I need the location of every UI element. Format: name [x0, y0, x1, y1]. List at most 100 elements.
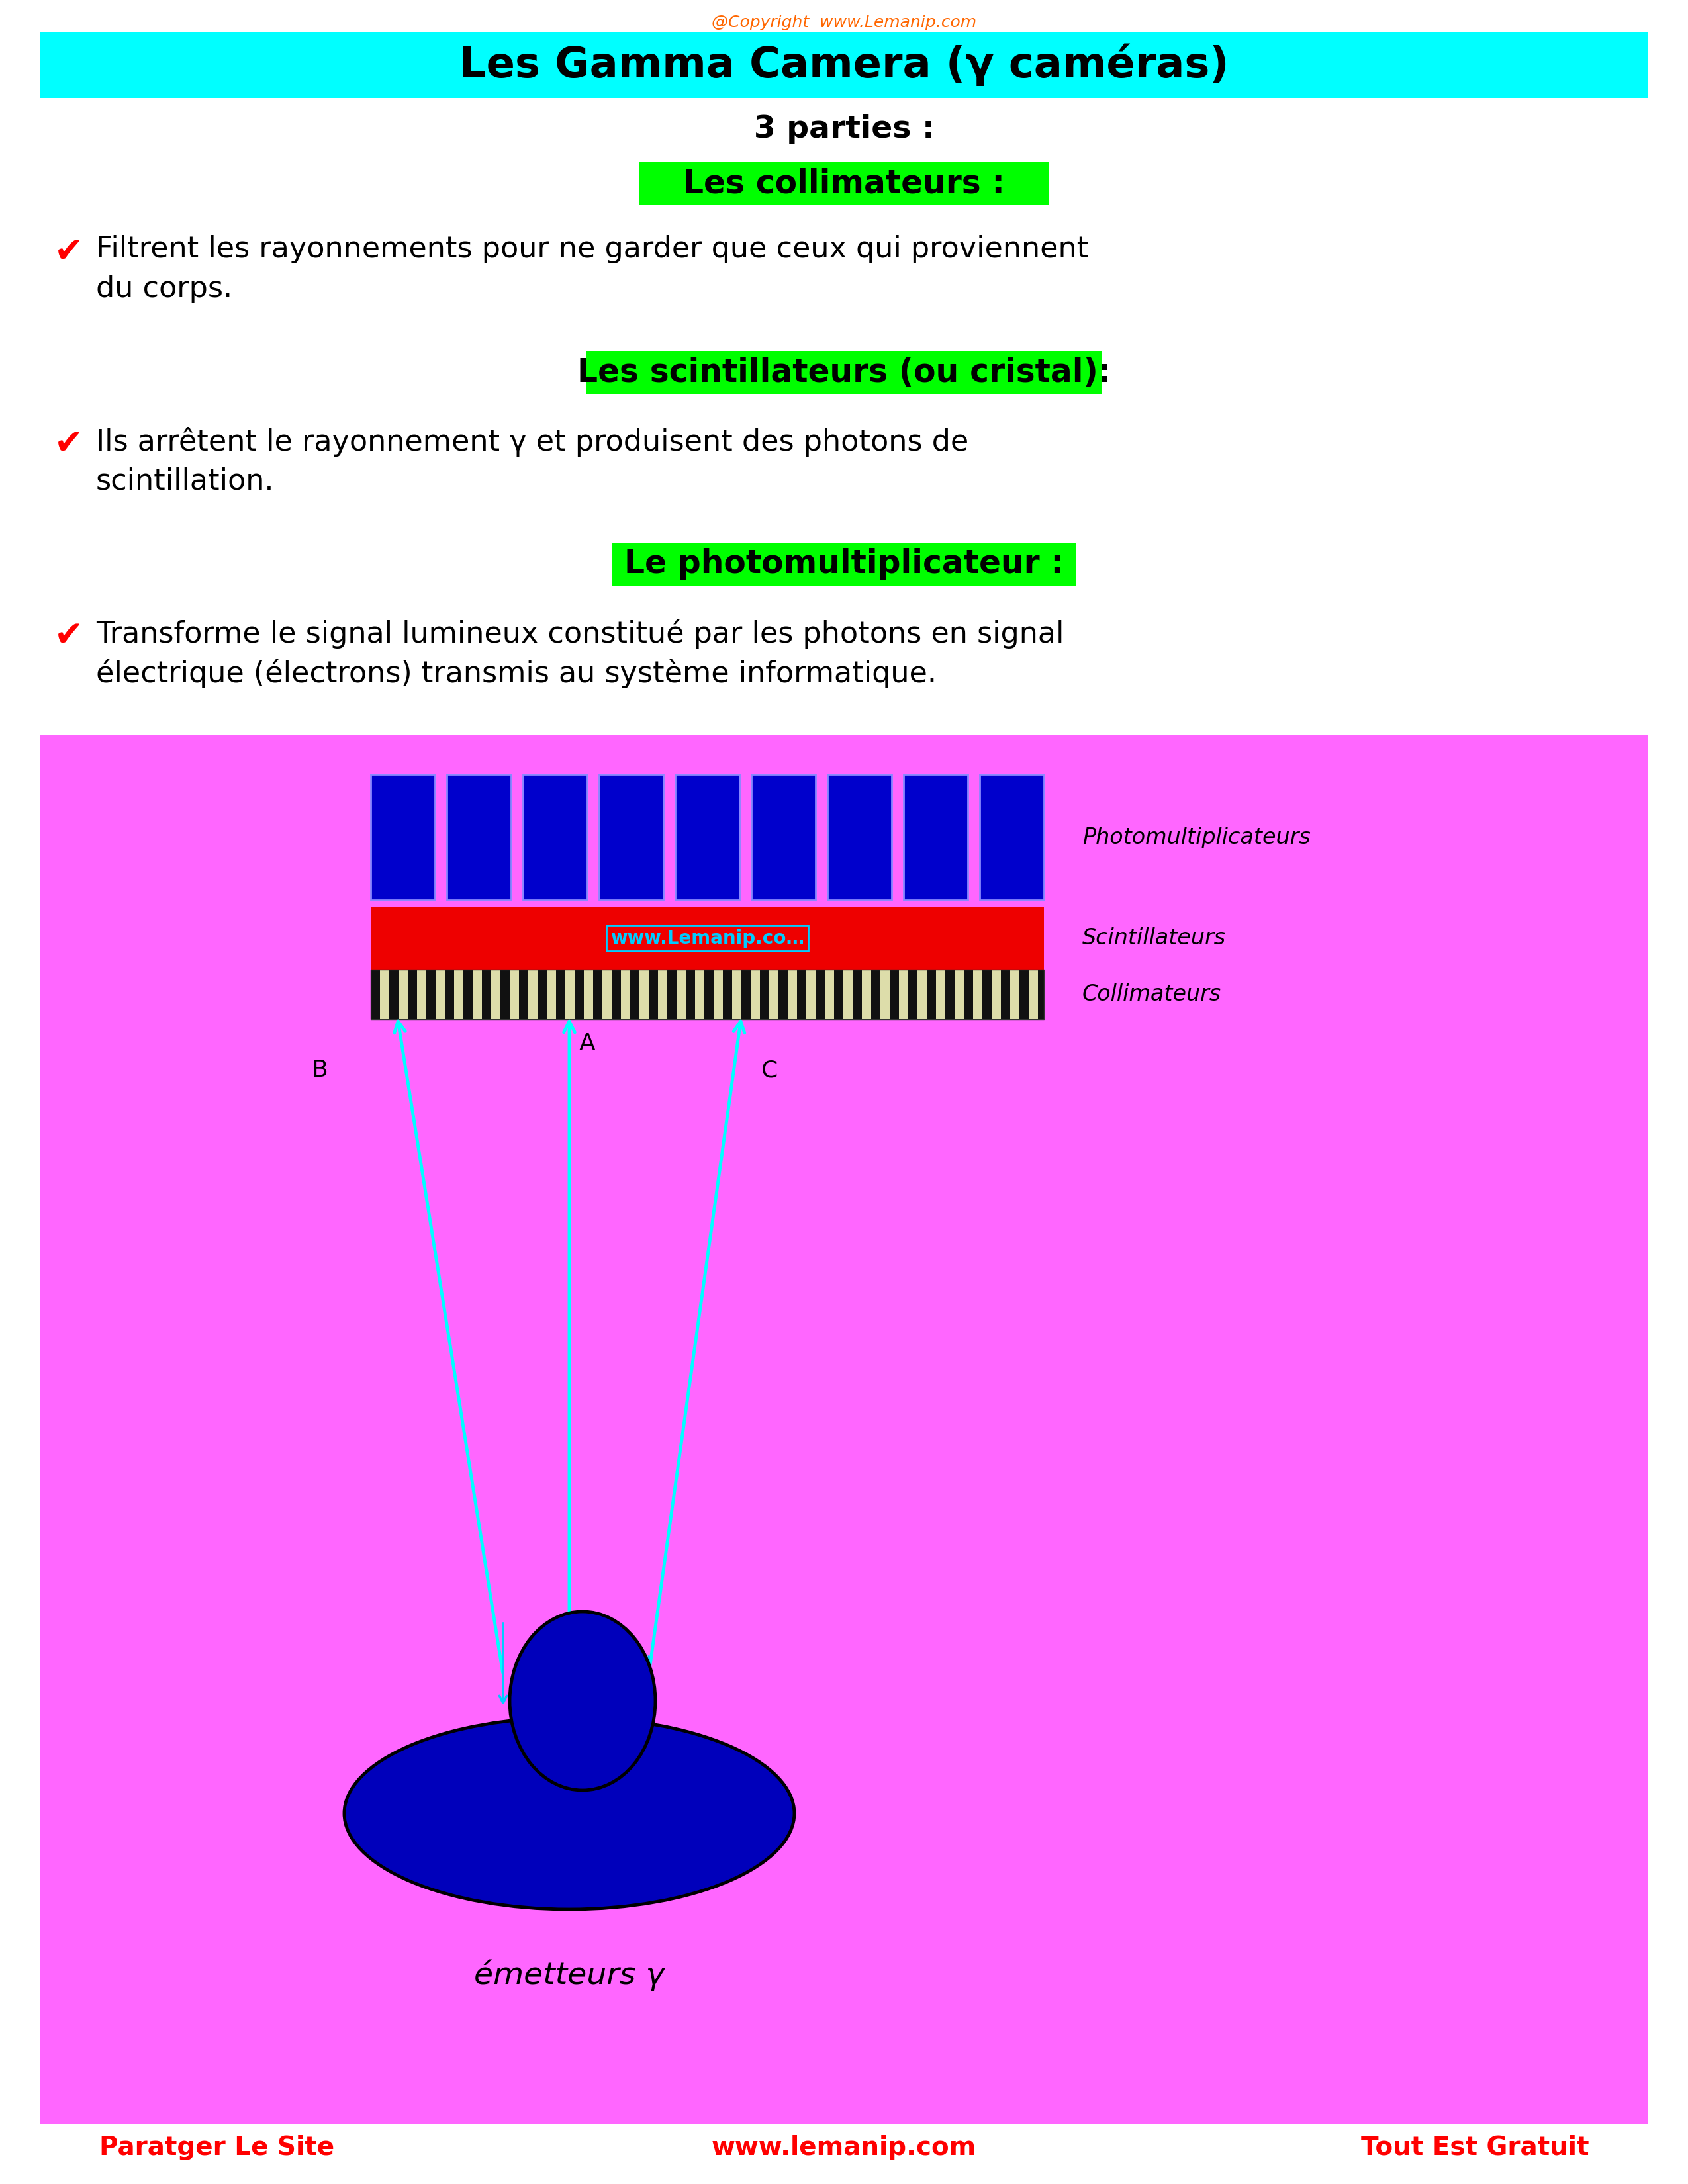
Text: Les Gamma Camera (γ caméras): Les Gamma Camera (γ caméras)	[459, 44, 1229, 85]
Bar	[760, 970, 770, 1020]
Text: Scintillateurs: Scintillateurs	[1082, 928, 1225, 950]
Text: ✔: ✔	[54, 236, 84, 269]
Text: Filtrent les rayonnements pour ne garder que ceux qui proviennent: Filtrent les rayonnements pour ne garder…	[96, 236, 1089, 264]
Bar	[695, 970, 704, 1020]
Bar	[778, 970, 788, 1020]
Bar	[770, 970, 778, 1020]
Bar	[586, 352, 1102, 393]
Bar	[565, 970, 574, 1020]
Bar	[982, 970, 991, 1020]
Bar	[481, 970, 491, 1020]
Bar	[473, 970, 481, 1020]
Bar	[446, 970, 454, 1020]
Bar	[510, 970, 518, 1020]
Bar	[1038, 970, 1043, 1020]
Bar	[827, 775, 891, 900]
Bar	[722, 970, 733, 1020]
Text: Les scintillateurs (ou cristal):: Les scintillateurs (ou cristal):	[577, 356, 1111, 389]
Bar	[834, 970, 844, 1020]
Text: www.lemanip.com: www.lemanip.com	[712, 2136, 976, 2160]
Bar	[964, 970, 972, 1020]
Bar	[41, 33, 1647, 98]
Bar	[371, 775, 436, 900]
Text: Tout Est Gratuit: Tout Est Gratuit	[1361, 2136, 1588, 2160]
Bar	[547, 970, 555, 1020]
Bar	[751, 970, 760, 1020]
Text: ✔: ✔	[54, 426, 84, 461]
Text: C: C	[761, 1059, 778, 1081]
Bar	[592, 970, 603, 1020]
Bar	[447, 775, 511, 900]
Bar	[398, 970, 408, 1020]
Bar	[751, 775, 815, 900]
Bar	[574, 970, 584, 1020]
Text: @Copyright  www.Lemanip.com: @Copyright www.Lemanip.com	[712, 15, 976, 31]
Bar	[945, 970, 954, 1020]
Bar	[603, 970, 611, 1020]
Bar	[621, 970, 630, 1020]
Bar	[1028, 970, 1038, 1020]
Text: Photomultiplicateurs: Photomultiplicateurs	[1082, 826, 1310, 847]
Bar	[852, 970, 863, 1020]
Bar	[584, 970, 592, 1020]
Bar	[741, 970, 751, 1020]
Bar	[685, 970, 695, 1020]
Bar	[937, 970, 945, 1020]
Bar	[500, 970, 510, 1020]
Bar	[611, 970, 621, 1020]
Bar	[638, 162, 1050, 205]
Bar	[1001, 970, 1009, 1020]
Text: du corps.: du corps.	[96, 275, 233, 304]
Text: Collimateurs: Collimateurs	[1082, 983, 1222, 1005]
Bar	[464, 970, 473, 1020]
Bar	[788, 970, 797, 1020]
Bar	[1009, 970, 1020, 1020]
Bar	[844, 970, 852, 1020]
Bar	[599, 775, 663, 900]
Bar	[991, 970, 1001, 1020]
Bar	[537, 970, 547, 1020]
Bar	[881, 970, 890, 1020]
Bar	[523, 775, 587, 900]
Bar	[797, 970, 807, 1020]
Bar	[371, 970, 380, 1020]
Ellipse shape	[344, 1717, 795, 1909]
Bar	[704, 970, 714, 1020]
Text: Les collimateurs :: Les collimateurs :	[684, 168, 1004, 199]
Text: Ils arrêtent le rayonnement γ et produisent des photons de: Ils arrêtent le rayonnement γ et produis…	[96, 426, 969, 456]
Bar	[417, 970, 427, 1020]
Bar	[890, 970, 900, 1020]
Text: Paratger Le Site: Paratger Le Site	[100, 2136, 334, 2160]
Text: émetteurs γ: émetteurs γ	[474, 1959, 665, 1990]
Bar	[640, 970, 648, 1020]
Bar	[825, 970, 834, 1020]
Bar	[733, 970, 741, 1020]
Bar	[390, 970, 398, 1020]
Bar	[427, 970, 436, 1020]
Ellipse shape	[510, 1612, 655, 1791]
Bar	[613, 542, 1075, 585]
Text: Le photomultiplicateur :: Le photomultiplicateur :	[625, 548, 1063, 581]
Bar	[380, 970, 390, 1020]
Bar	[371, 970, 1043, 1020]
Bar	[630, 970, 640, 1020]
Text: Transforme le signal lumineux constitué par les photons en signal: Transforme le signal lumineux constitué …	[96, 618, 1063, 649]
Bar	[918, 970, 927, 1020]
Bar	[863, 970, 871, 1020]
Bar	[900, 970, 908, 1020]
Bar	[807, 970, 815, 1020]
Bar	[903, 775, 967, 900]
Bar	[371, 906, 1043, 970]
Bar	[908, 970, 918, 1020]
Bar	[667, 970, 677, 1020]
Bar	[677, 970, 685, 1020]
Bar	[454, 970, 464, 1020]
Text: électrique (électrons) transmis au système informatique.: électrique (électrons) transmis au systè…	[96, 660, 937, 688]
Bar	[954, 970, 964, 1020]
Bar	[491, 970, 500, 1020]
Text: A: A	[579, 1033, 596, 1055]
Bar	[555, 970, 565, 1020]
Bar	[972, 970, 982, 1020]
Text: scintillation.: scintillation.	[96, 467, 275, 496]
Bar	[408, 970, 417, 1020]
